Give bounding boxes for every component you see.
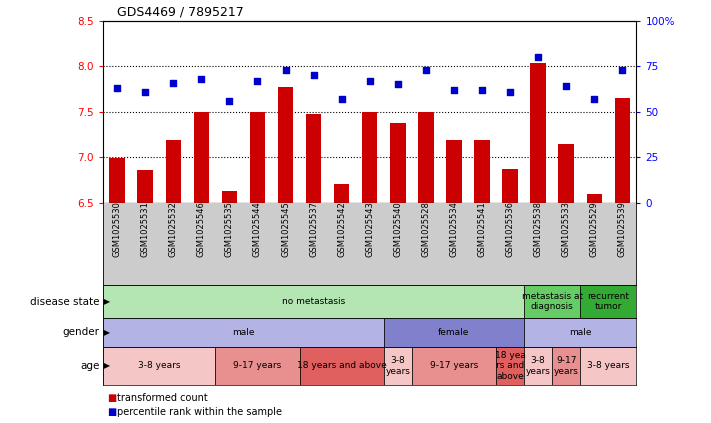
Point bbox=[589, 96, 600, 102]
Bar bbox=[587, 194, 602, 203]
Text: ■: ■ bbox=[107, 407, 116, 417]
Text: 3-8 years: 3-8 years bbox=[587, 361, 629, 371]
Bar bbox=[250, 112, 265, 203]
Bar bbox=[524, 318, 636, 347]
Text: 9-17
years: 9-17 years bbox=[554, 356, 579, 376]
Point bbox=[560, 83, 572, 90]
Text: 3-8
years: 3-8 years bbox=[385, 356, 410, 376]
Text: male: male bbox=[569, 328, 592, 337]
Text: recurrent
tumor: recurrent tumor bbox=[587, 292, 629, 311]
Bar bbox=[496, 347, 524, 385]
Point bbox=[476, 86, 488, 93]
Bar bbox=[552, 347, 580, 385]
Bar bbox=[412, 347, 496, 385]
Bar bbox=[103, 347, 215, 385]
Bar bbox=[384, 318, 524, 347]
Bar bbox=[390, 123, 405, 203]
Text: transformed count: transformed count bbox=[117, 393, 208, 403]
Text: age: age bbox=[80, 361, 100, 371]
Text: no metastasis: no metastasis bbox=[282, 297, 346, 306]
Point bbox=[533, 54, 544, 60]
Text: metastasis at
diagnosis: metastasis at diagnosis bbox=[522, 292, 583, 311]
Text: gender: gender bbox=[63, 327, 100, 338]
Point bbox=[616, 66, 628, 73]
Bar bbox=[193, 112, 209, 203]
Point bbox=[168, 79, 179, 86]
Bar bbox=[103, 285, 524, 318]
Text: 18 yea
rs and
above: 18 yea rs and above bbox=[495, 351, 525, 381]
Point bbox=[196, 76, 207, 82]
Bar bbox=[166, 140, 181, 203]
Bar bbox=[109, 158, 125, 203]
Bar bbox=[215, 347, 299, 385]
Bar bbox=[137, 170, 153, 203]
Point bbox=[224, 97, 235, 104]
Point bbox=[280, 66, 292, 73]
Text: ■: ■ bbox=[107, 393, 116, 403]
Text: ▶: ▶ bbox=[101, 328, 110, 337]
Bar bbox=[503, 169, 518, 203]
Text: 9-17 years: 9-17 years bbox=[233, 361, 282, 371]
Text: disease state: disease state bbox=[30, 297, 100, 307]
Text: female: female bbox=[438, 328, 469, 337]
Bar bbox=[384, 347, 412, 385]
Text: percentile rank within the sample: percentile rank within the sample bbox=[117, 407, 282, 417]
Point bbox=[364, 77, 375, 84]
Bar bbox=[334, 184, 349, 203]
Text: ▶: ▶ bbox=[101, 361, 110, 371]
Text: GDS4469 / 7895217: GDS4469 / 7895217 bbox=[117, 5, 244, 19]
Point bbox=[308, 72, 319, 79]
Bar bbox=[103, 318, 384, 347]
Point bbox=[420, 66, 432, 73]
Text: 3-8
years: 3-8 years bbox=[525, 356, 550, 376]
Bar bbox=[580, 347, 636, 385]
Text: ▶: ▶ bbox=[101, 297, 110, 306]
Bar bbox=[306, 114, 321, 203]
Text: 9-17 years: 9-17 years bbox=[429, 361, 478, 371]
Text: 18 years and above: 18 years and above bbox=[296, 361, 387, 371]
Bar bbox=[530, 63, 546, 203]
Bar bbox=[580, 285, 636, 318]
Bar bbox=[362, 112, 378, 203]
Bar bbox=[222, 191, 237, 203]
Point bbox=[448, 86, 459, 93]
Point bbox=[336, 96, 348, 102]
Bar bbox=[418, 112, 434, 203]
Bar bbox=[474, 140, 490, 203]
Point bbox=[392, 81, 403, 88]
Point bbox=[139, 88, 151, 95]
Point bbox=[112, 85, 123, 91]
Text: male: male bbox=[232, 328, 255, 337]
Bar bbox=[614, 98, 630, 203]
Bar bbox=[278, 87, 293, 203]
Bar bbox=[558, 143, 574, 203]
Point bbox=[504, 88, 515, 95]
Bar bbox=[524, 347, 552, 385]
Text: 3-8 years: 3-8 years bbox=[138, 361, 181, 371]
Point bbox=[252, 77, 263, 84]
Bar bbox=[524, 285, 580, 318]
Bar bbox=[447, 140, 461, 203]
Bar bbox=[299, 347, 384, 385]
